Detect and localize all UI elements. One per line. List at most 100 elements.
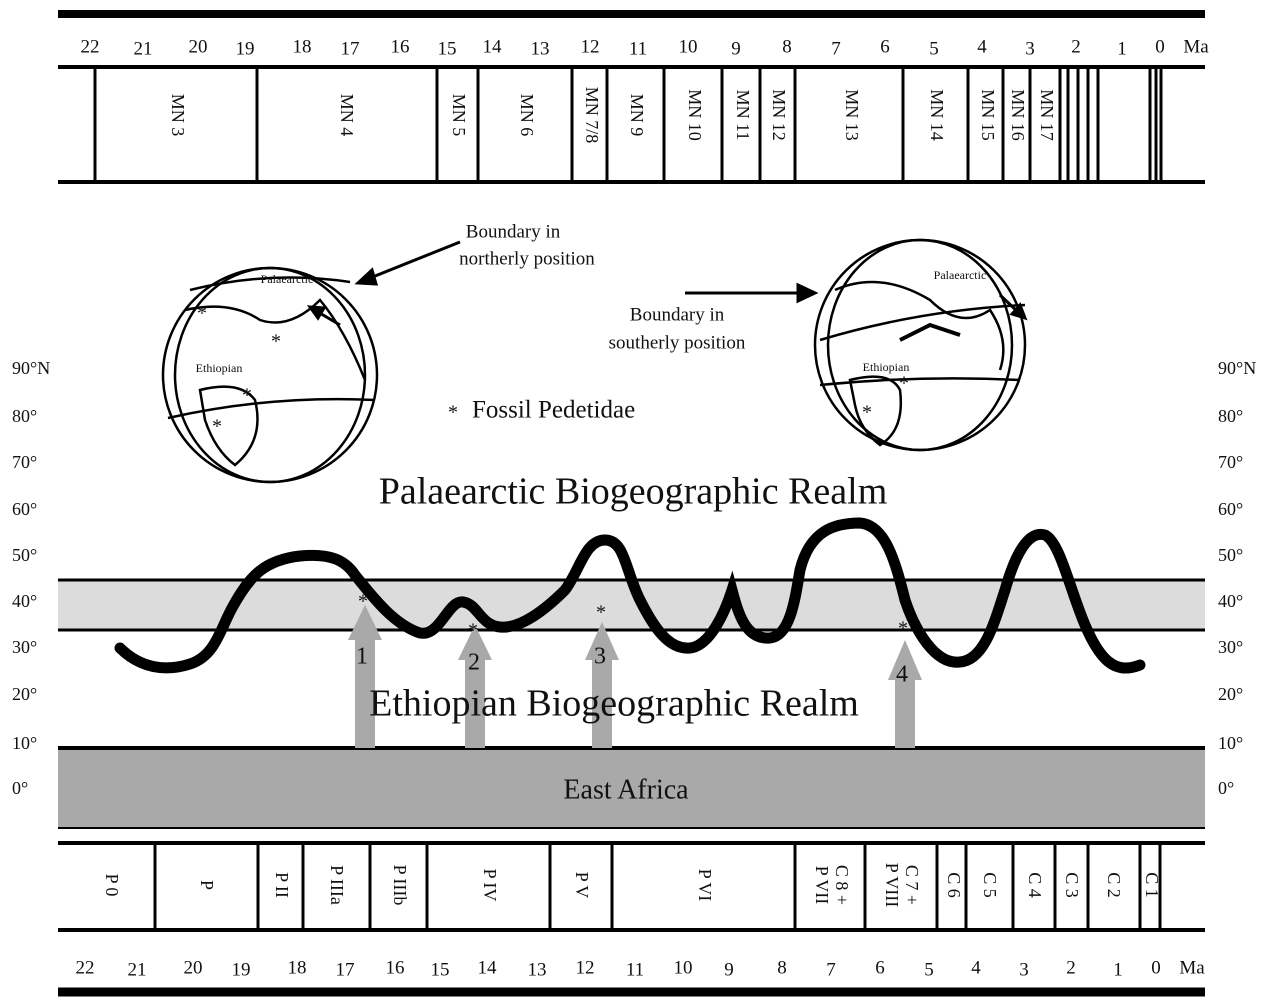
tick-label: 7 (831, 38, 841, 59)
realm-label: East Africa (563, 774, 689, 805)
realm-label: Palaearctic Biogeographic Realm (379, 471, 888, 513)
zone-label: P VII (812, 866, 832, 905)
event-arrows (348, 605, 922, 748)
tick-label: 15 (431, 959, 450, 980)
annotation: Boundary in (466, 221, 561, 242)
zone-label: C 6 (944, 872, 964, 898)
tick-label: 19 (232, 959, 251, 980)
tick-label: 6 (880, 36, 890, 57)
zone-label: C 8 + (832, 865, 852, 905)
svg-text:*: * (242, 385, 252, 407)
zone-label: MN 16 (1008, 89, 1028, 141)
zone-label: P IIIa (327, 865, 347, 905)
zone-label: P IV (480, 869, 500, 902)
svg-text:*: * (358, 591, 368, 613)
zone-label: C 1 (1142, 872, 1162, 898)
globe-label: Ethiopian (863, 360, 910, 374)
zone-label: MN 6 (517, 94, 537, 137)
svg-text:*: * (212, 416, 222, 438)
latitude-label: 0° (1218, 778, 1234, 798)
tick-label: 10 (674, 957, 693, 978)
tick-label: 16 (386, 957, 405, 978)
fossil-stars: * * * * * * * * * * * (197, 303, 909, 642)
tick-label: 21 (134, 38, 153, 59)
latitude-label: 40° (12, 591, 37, 611)
zone-label: P IIIb (390, 865, 410, 906)
tick-label: 22 (76, 957, 95, 978)
latitude-label: 60° (1218, 499, 1243, 519)
tick-label: 10 (679, 36, 698, 57)
latitude-label: 20° (12, 684, 37, 704)
latitude-label: 20° (1218, 684, 1243, 704)
globe-label: Palaearctic (261, 272, 314, 286)
latitude-label: 80° (12, 406, 37, 426)
zone-label: C 7 + (902, 865, 922, 905)
svg-text:*: * (197, 303, 207, 325)
zone-label: P II (272, 872, 292, 898)
axis-unit: Ma (1179, 957, 1205, 978)
tick-label: 12 (576, 957, 595, 978)
zone-label: MN 12 (769, 89, 789, 141)
event-number: 3 (594, 644, 606, 670)
globe-left (161, 266, 379, 484)
zone-label: MN 4 (337, 94, 357, 137)
zone-label: C 2 (1104, 872, 1124, 898)
tick-label: 8 (777, 957, 787, 978)
tick-label: 18 (293, 36, 312, 57)
realm-label: Ethiopian Biogeographic Realm (369, 683, 859, 725)
zone-label: MN 5 (449, 94, 469, 137)
tick-label: 21 (128, 959, 147, 980)
latitude-label: 40° (1218, 591, 1243, 611)
legend: Fossil Pedetidae (472, 397, 635, 424)
tick-label: 11 (626, 959, 644, 980)
tick-label: 5 (929, 38, 939, 59)
zone-label: MN 7/8 (582, 87, 602, 144)
tick-label: 12 (581, 36, 600, 57)
zone-label: P VIII (882, 863, 902, 908)
axis-unit: Ma (1183, 36, 1209, 57)
tick-label: 3 (1025, 38, 1035, 59)
tick-label: 22 (81, 36, 100, 57)
latitude-label: 90°N (12, 358, 50, 378)
globe-label: Palaearctic (934, 268, 987, 282)
zone-label: MN 3 (168, 94, 188, 137)
tick-label: 4 (977, 36, 987, 57)
zone-label: P VI (695, 869, 715, 902)
svg-text:*: * (862, 402, 872, 424)
tick-label: 18 (288, 957, 307, 978)
zone-label: MN 9 (627, 94, 647, 137)
globe-label: Ethiopian (196, 361, 243, 375)
realm-boundary-curve (114, 517, 1146, 674)
latitude-label: 70° (12, 452, 37, 472)
latitude-label: 50° (1218, 545, 1243, 565)
zone-label: MN 11 (733, 90, 753, 141)
zone-label: P V (572, 872, 592, 899)
tick-label: 0 (1155, 36, 1165, 57)
tick-label: 20 (184, 957, 203, 978)
east-africa-band (58, 748, 1205, 828)
tick-label: 7 (826, 959, 836, 980)
tick-label: 13 (531, 38, 550, 59)
latitude-label: 30° (1218, 637, 1243, 657)
tick-label: 14 (478, 957, 498, 978)
latitude-label: 30° (12, 637, 37, 657)
tick-label: 6 (875, 957, 885, 978)
tick-label: 11 (629, 38, 647, 59)
zone-label: MN 14 (927, 89, 947, 141)
zone-label: MN 17 (1037, 89, 1057, 141)
tick-label: 1 (1117, 38, 1127, 59)
annotation: southerly position (609, 332, 746, 353)
latitude-label: 70° (1218, 452, 1243, 472)
tick-label: 3 (1019, 959, 1029, 980)
globe-right (813, 238, 1027, 452)
tick-label: 16 (391, 36, 410, 57)
latitude-label: 90°N (1218, 358, 1256, 378)
zone-label: MN 15 (978, 89, 998, 141)
zone-label: C 4 (1025, 872, 1045, 898)
tick-label: 9 (724, 959, 734, 980)
tick-label: 17 (341, 38, 360, 59)
annotation: northerly position (459, 248, 595, 269)
top-band (58, 10, 1205, 184)
svg-text:*: * (271, 331, 281, 353)
